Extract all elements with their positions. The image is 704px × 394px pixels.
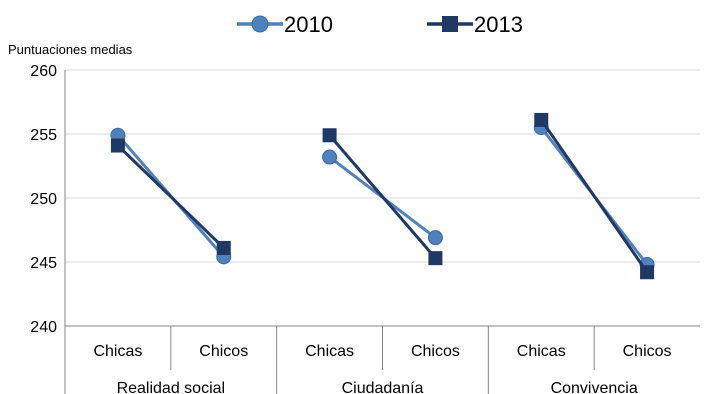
- data-point: [322, 149, 338, 165]
- x-tick-label: Chicas: [517, 343, 566, 360]
- x-tick-labels: Chicas Chicos Realidad social Chicas Chicos C…: [93, 343, 671, 394]
- y-tick-label: 240: [30, 319, 57, 336]
- y-tick-label: 255: [30, 127, 57, 144]
- x-tick-label: Chicas: [305, 343, 354, 360]
- legend-label: 2010: [284, 12, 333, 37]
- series-2013: [110, 112, 655, 280]
- x-tick-label: Chicos: [623, 343, 672, 360]
- legend-marker: [251, 15, 269, 33]
- y-axis-unit-label: Puntuaciones medias: [8, 42, 133, 57]
- x-tick-label: Chicos: [411, 343, 460, 360]
- data-point: [534, 112, 549, 127]
- legend-label: 2013: [474, 12, 523, 37]
- series-lines: [110, 112, 655, 280]
- legend-item-2010: 2010: [237, 12, 333, 37]
- data-point: [322, 128, 337, 143]
- legend-marker: [442, 16, 458, 32]
- series-line-segment: [116, 144, 225, 249]
- group-label: Realidad social: [117, 380, 226, 394]
- legend-item-2013: 2013: [427, 12, 523, 37]
- y-tick-label: 250: [30, 191, 57, 208]
- data-point: [216, 240, 231, 255]
- series-line-segment: [540, 119, 649, 274]
- axes: [64, 70, 700, 394]
- data-point: [428, 251, 443, 266]
- x-tick-label: Chicas: [93, 343, 142, 360]
- y-tick-label: 260: [30, 63, 57, 80]
- series-line-segment: [328, 134, 437, 260]
- data-point: [427, 230, 443, 246]
- data-point: [110, 138, 125, 153]
- data-point: [640, 265, 655, 280]
- group-label: Ciudadanía: [342, 380, 424, 394]
- y-tick-label: 245: [30, 255, 57, 272]
- legend: 2010 2013: [237, 12, 523, 37]
- x-tick-label: Chicos: [199, 343, 248, 360]
- group-label: Convivencia: [551, 380, 638, 394]
- y-tick-labels: 240 245 250 255 260: [30, 63, 57, 336]
